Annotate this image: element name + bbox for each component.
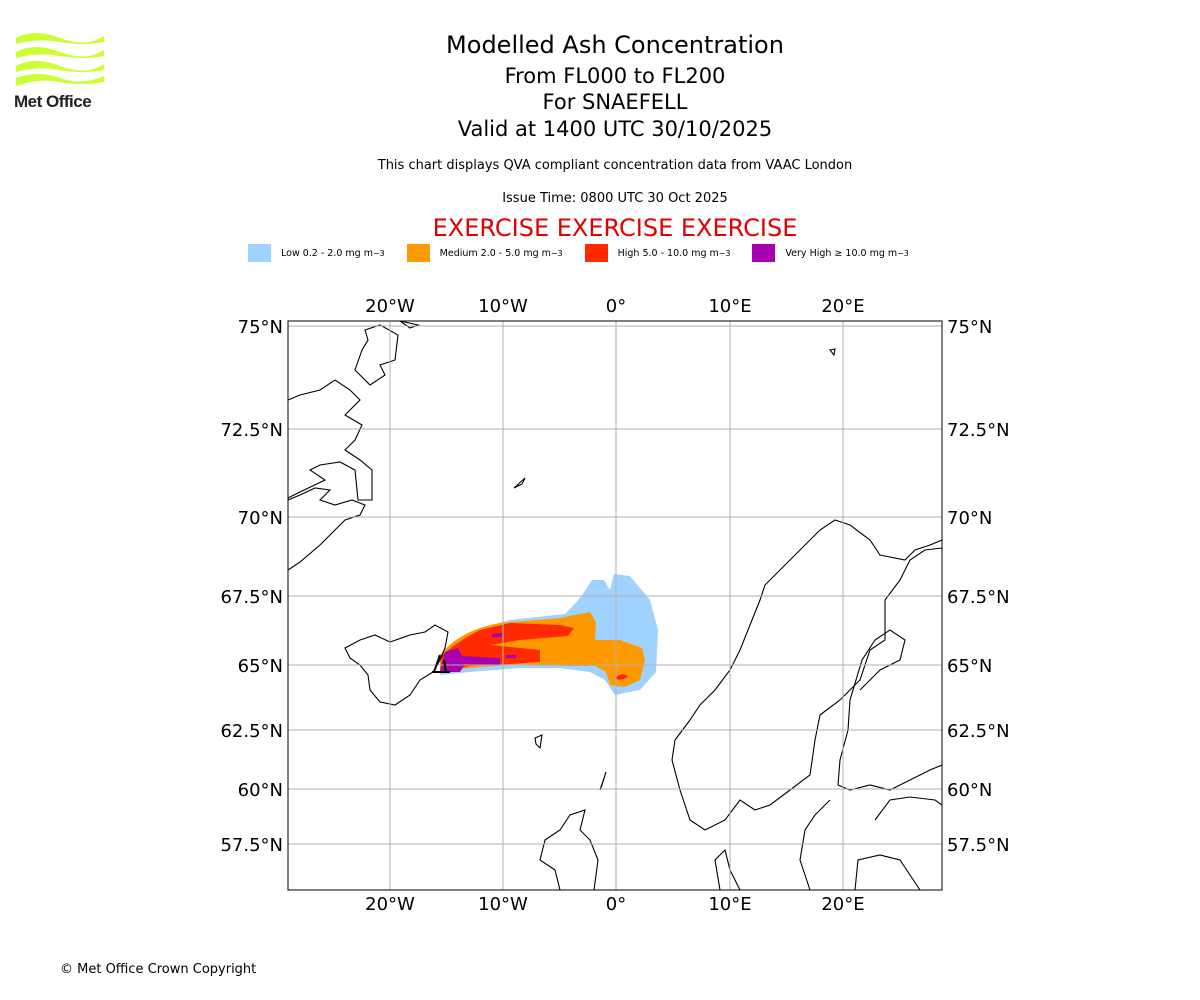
lon-tick-label-bottom: 20°E	[821, 894, 864, 915]
legend-label: High 5.0 - 10.0 mg m	[617, 247, 719, 259]
legend-sup: −3	[718, 248, 731, 258]
norway-coast	[671, 519, 942, 831]
legend-label: Very High ≥ 10.0 mg m	[785, 247, 898, 259]
map-frame	[287, 320, 943, 891]
legend-item-medium: Medium 2.0 - 5.0 mg m −3	[406, 244, 563, 262]
lat-tick-label-left: 65°N	[238, 656, 283, 677]
lon-tick-label-bottom: 20°W	[365, 894, 415, 915]
lat-tick-label-left: 75°N	[238, 317, 283, 338]
logo-text: Met Office	[14, 92, 92, 111]
legend-swatch	[584, 244, 608, 262]
issue-time: Issue Time: 0800 UTC 30 Oct 2025	[502, 191, 728, 206]
lon-tick-label-bottom: 10°W	[478, 894, 528, 915]
lon-tick-label-top: 20°E	[821, 296, 864, 317]
volcano-name: For SNAEFELL	[542, 90, 688, 114]
lon-tick-label-top: 10°W	[478, 296, 528, 317]
description: This chart displays QVA compliant concen…	[377, 158, 853, 173]
legend-label: Low 0.2 - 2.0 mg m	[281, 247, 373, 259]
legend-sup: −3	[897, 248, 909, 258]
lat-tick-label-right: 72.5°N	[947, 420, 1010, 441]
exercise-banner: EXERCISE EXERCISE EXERCISE	[432, 214, 798, 242]
lat-tick-label-left: 72.5°N	[220, 420, 283, 441]
lon-tick-label-bottom: 10°E	[708, 894, 751, 915]
lat-tick-label-right: 75°N	[947, 317, 992, 338]
valid-time: Valid at 1400 UTC 30/10/2025	[457, 117, 773, 141]
lat-tick-label-left: 57.5°N	[220, 835, 283, 856]
legend-swatch	[752, 244, 776, 262]
ash-very-high	[440, 648, 500, 672]
legend-swatch	[248, 244, 271, 262]
flight-levels: From FL000 to FL200	[504, 64, 726, 88]
lon-tick-label-top: 10°E	[708, 296, 751, 317]
iceland-coast	[344, 624, 449, 706]
greenland-coast	[288, 321, 420, 571]
met-office-logo	[16, 33, 104, 86]
sweden-finland-coast	[799, 629, 942, 890]
lat-tick-label-right: 60°N	[947, 780, 992, 801]
lat-tick-label-right: 65°N	[947, 656, 992, 677]
lat-tick-label-right: 67.5°N	[947, 587, 1010, 608]
volcano-marker	[432, 654, 450, 673]
lat-tick-label-right: 57.5°N	[947, 835, 1010, 856]
lat-tick-label-left: 62.5°N	[220, 721, 283, 742]
chart-title: Modelled Ash Concentration	[446, 31, 784, 59]
britain-coast	[539, 771, 942, 890]
lat-tick-label-right: 62.5°N	[947, 721, 1010, 742]
legend-sup: −3	[550, 248, 563, 258]
lat-tick-label-right: 70°N	[947, 508, 992, 529]
lat-tick-label-left: 67.5°N	[220, 587, 283, 608]
legend-item-very-high: Very High ≥ 10.0 mg m −3	[752, 244, 909, 262]
lon-tick-label-bottom: 0°	[606, 894, 626, 915]
graticule	[288, 321, 942, 890]
lat-tick-label-left: 60°N	[238, 780, 283, 801]
lon-tick-label-top: 20°W	[365, 296, 415, 317]
jan-mayen	[513, 477, 526, 489]
coastlines	[288, 321, 942, 890]
legend-item-high: High 5.0 - 10.0 mg m −3	[584, 244, 731, 262]
lon-tick-label-top: 0°	[606, 296, 626, 317]
copyright: © Met Office Crown Copyright	[60, 962, 257, 977]
ash-very-high	[492, 633, 516, 658]
legend-swatch	[406, 244, 430, 262]
faroe-islands	[534, 734, 543, 750]
legend: Low 0.2 - 2.0 mg m −3 Medium 2.0 - 5.0 mg…	[248, 244, 931, 262]
legend-label: Medium 2.0 - 5.0 mg m	[439, 247, 551, 259]
ash-plume	[440, 574, 658, 695]
lat-tick-label-left: 70°N	[238, 508, 283, 529]
ash-high	[616, 674, 628, 680]
legend-sup: −3	[373, 248, 385, 258]
svalbard-island	[829, 348, 836, 357]
legend-item-low: Low 0.2 - 2.0 mg m −3	[248, 244, 385, 262]
